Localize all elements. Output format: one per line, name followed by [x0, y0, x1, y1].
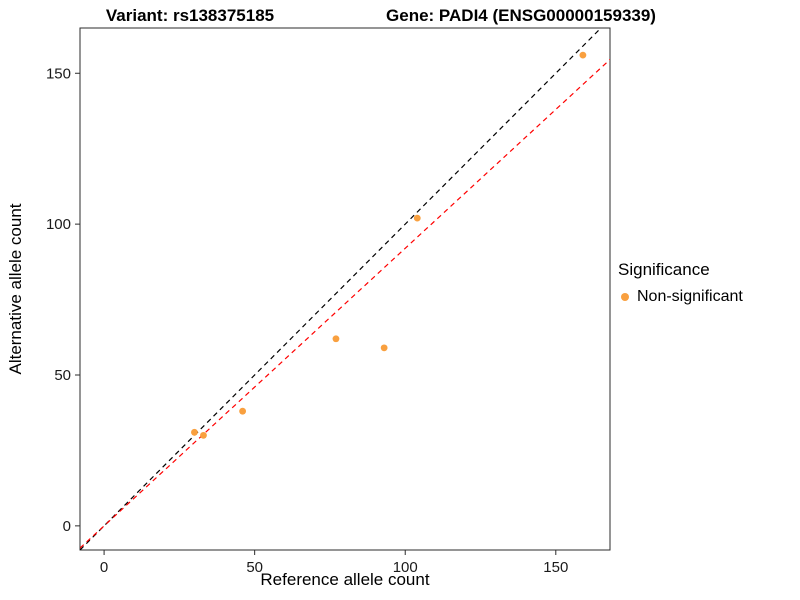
- data-point: [332, 335, 340, 343]
- legend-item: Non-significant: [618, 288, 743, 306]
- x-tick-label: 100: [393, 559, 418, 576]
- y-tick-label: 0: [63, 518, 71, 535]
- data-point: [413, 214, 421, 222]
- y-axis-label: Alternative allele count: [6, 203, 25, 375]
- data-point: [579, 51, 587, 59]
- data-point: [380, 344, 388, 352]
- y-tick-label: 150: [46, 65, 71, 82]
- fit-line: [80, 59, 610, 549]
- legend-swatch: [621, 293, 629, 301]
- identity-line: [80, 28, 602, 550]
- legend: Significance Non-significant: [618, 260, 743, 306]
- legend-item-label: Non-significant: [637, 288, 743, 305]
- legend-point-icon: [621, 293, 629, 301]
- x-tick-label: 50: [246, 559, 263, 576]
- legend-title: Significance: [618, 260, 710, 279]
- y-tick-label: 50: [54, 367, 71, 384]
- x-tick-label: 150: [543, 559, 568, 576]
- data-point: [239, 407, 247, 415]
- data-point: [191, 428, 198, 436]
- y-tick-label: 100: [46, 216, 71, 233]
- x-axis-label: Reference allele count: [260, 570, 430, 589]
- plot-title-variant: Variant: rs138375185: [105, 6, 275, 25]
- x-tick-label: 0: [100, 559, 108, 576]
- panel-border: [79, 27, 611, 551]
- plot-title-gene: Gene: PADI4 (ENSG00000159339): [386, 6, 656, 25]
- data-point: [200, 431, 207, 439]
